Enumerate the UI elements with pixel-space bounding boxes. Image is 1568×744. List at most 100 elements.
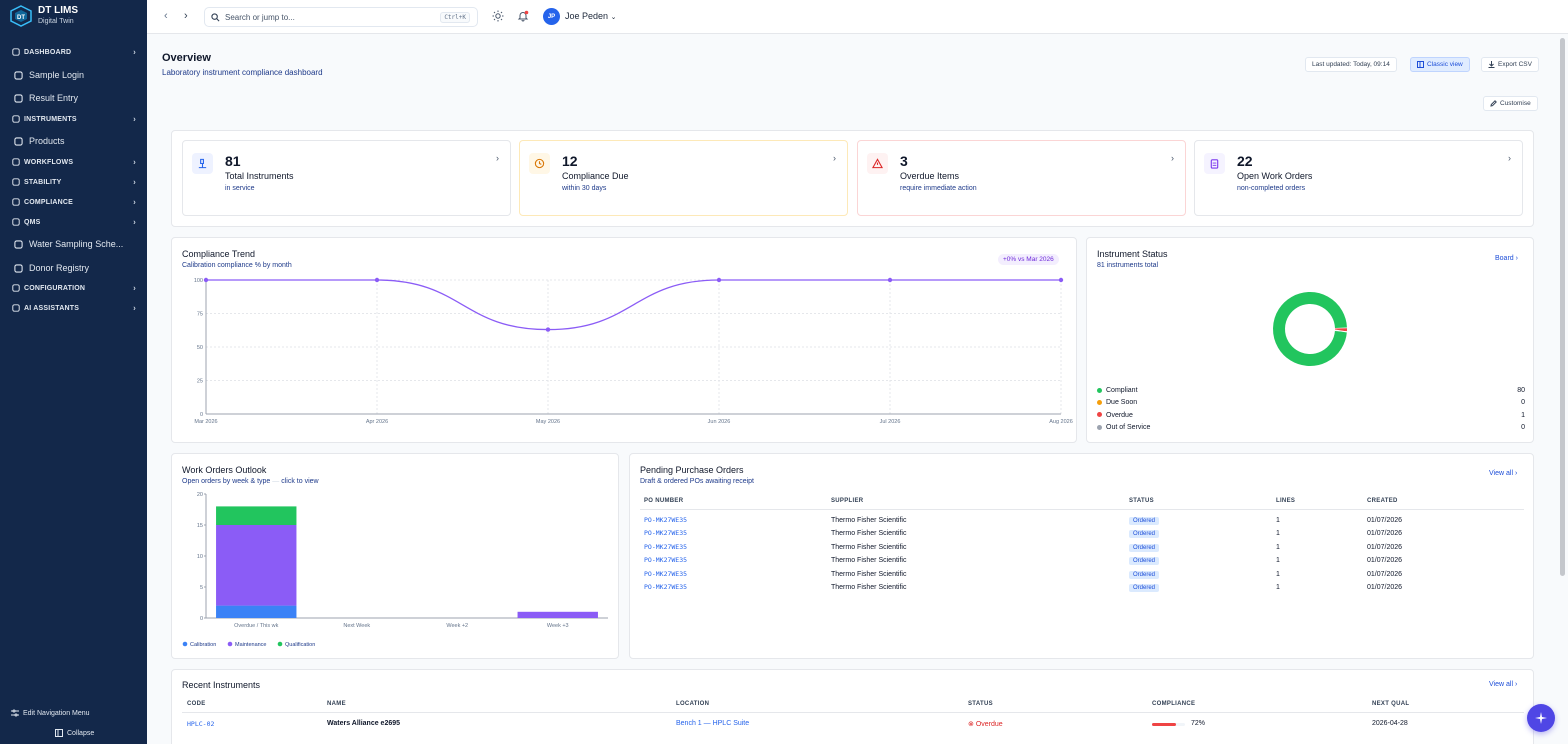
legend-label-wrap: Overdue	[1097, 412, 1133, 419]
sidebar-item-label: Sample Login	[29, 70, 85, 80]
compliance-trend-chart: 0 25 50 75 100 Mar 2026 Apr 2026 May 2026 Jun 20…	[194, 277, 1073, 425]
po-number-link[interactable]: PO-MK27WE35	[644, 542, 688, 551]
column-header[interactable]: NEXT QUAL	[1372, 701, 1410, 707]
sidebar-item-label: COMPLIANCE	[24, 198, 74, 206]
legend-dot	[182, 641, 188, 647]
status-legend-row[interactable]: Compliant 80	[1097, 387, 1525, 394]
customise-label: Customise	[1500, 100, 1531, 107]
chevron-right-icon: ›	[133, 177, 136, 187]
column-header[interactable]: CODE	[187, 701, 206, 707]
kpi-card[interactable]: 3 Overdue Items require immediate action ›	[857, 140, 1186, 216]
column-header[interactable]: CREATED	[1367, 498, 1398, 504]
sidebar-item-12[interactable]: AI ASSISTANTS ›	[0, 301, 147, 315]
sidebar-item-4[interactable]: Products	[0, 132, 147, 150]
kpi-card[interactable]: 81 Total Instruments in service ›	[182, 140, 511, 216]
bar-segment[interactable]	[216, 506, 297, 525]
column-header[interactable]: STATUS	[968, 701, 993, 707]
export-csv-button[interactable]: Export CSV	[1481, 57, 1539, 72]
lines-cell: 1	[1276, 570, 1280, 578]
status-subtitle: 81 instruments total	[1097, 262, 1159, 269]
status-legend-row[interactable]: Out of Service 0	[1097, 424, 1525, 431]
created-cell: 01/07/2026	[1367, 530, 1403, 538]
trend-point[interactable]	[203, 277, 209, 283]
column-header[interactable]: SUPPLIER	[831, 498, 864, 504]
ai-assistant-button[interactable]	[1527, 704, 1555, 732]
recent-view-all-link[interactable]: View all ›	[1489, 681, 1518, 688]
sun-icon[interactable]	[492, 10, 504, 22]
classic-view-button[interactable]: Classic view	[1410, 57, 1470, 72]
bar-segment[interactable]	[216, 525, 297, 606]
forward-icon[interactable]: ›	[184, 10, 188, 22]
po-number-link[interactable]: PO-MK27WE35	[644, 556, 688, 565]
donut-slice[interactable]	[1273, 292, 1347, 366]
back-icon[interactable]: ‹	[164, 10, 168, 22]
chevron-right-icon: ›	[133, 47, 136, 57]
search-input[interactable]: Search or jump to... Ctrl+K	[204, 7, 478, 27]
chevron-right-icon: ›	[496, 153, 499, 163]
scrollbar[interactable]	[1560, 38, 1565, 576]
x-tick-label: May 2026	[536, 419, 560, 425]
brand[interactable]: DT DT LIMS Digital Twin	[10, 5, 78, 27]
po-number-link[interactable]: PO-MK27WE35	[644, 583, 688, 591]
bar-segment[interactable]	[517, 611, 598, 618]
status-legend-row[interactable]: Due Soon 0	[1097, 399, 1525, 406]
sidebar-item-1[interactable]: Sample Login	[0, 66, 147, 84]
legend-label: Due Soon	[1106, 399, 1138, 407]
instrument-status-donut	[1273, 292, 1348, 366]
kpi-card[interactable]: 12 Compliance Due within 30 days ›	[519, 140, 848, 216]
column-header[interactable]: LINES	[1276, 498, 1296, 504]
trend-point[interactable]	[716, 277, 722, 283]
trend-point[interactable]	[1058, 277, 1064, 283]
bell-icon[interactable]	[517, 10, 529, 22]
column-header[interactable]: COMPLIANCE	[1152, 701, 1196, 707]
kpi-card[interactable]: 22 Open Work Orders non-completed orders ›	[1194, 140, 1523, 216]
kpi-sublabel: within 30 days	[562, 185, 607, 192]
sidebar-item-2[interactable]: Result Entry	[0, 89, 147, 107]
sidebar-item-label: STABILITY	[24, 178, 62, 186]
column-header[interactable]: NAME	[327, 701, 346, 707]
user-menu[interactable]: Joe Peden ⌄	[565, 11, 616, 21]
column-header[interactable]: PO NUMBER	[644, 498, 684, 504]
po-number-link[interactable]: PO-MK27WE35	[644, 529, 688, 538]
sidebar-item-10[interactable]: Donor Registry	[0, 259, 147, 277]
trend-point[interactable]	[545, 327, 551, 332]
sidebar-item-0[interactable]: DASHBOARD ›	[0, 45, 147, 59]
microscope-icon	[11, 115, 20, 124]
location-link[interactable]: Bench 1 — HPLC Suite	[676, 720, 750, 727]
edit-navigation-menu-button[interactable]: Edit Navigation Menu	[11, 709, 90, 717]
bar-segment[interactable]	[216, 605, 297, 618]
sidebar-item-9[interactable]: Water Sampling Sche...	[0, 235, 147, 253]
sidebar-item-7[interactable]: COMPLIANCE ›	[0, 195, 147, 209]
collapse-icon	[55, 729, 63, 737]
kpi-value: 3	[900, 153, 908, 169]
status-badge: Ordered	[1129, 570, 1160, 579]
po-number-link[interactable]: PO-MK27WE35	[644, 516, 688, 524]
customise-button[interactable]: Customise	[1483, 96, 1538, 111]
column-header[interactable]: LOCATION	[676, 701, 710, 707]
x-tick-label: Overdue / This wk	[234, 623, 278, 629]
avatar[interactable]: JP	[543, 8, 560, 25]
po-number-link[interactable]: PO-MK27WE35	[644, 569, 688, 578]
legend-dot	[1097, 400, 1102, 406]
trend-point[interactable]	[887, 277, 893, 283]
collapse-button[interactable]: Collapse	[55, 729, 94, 737]
sidebar-item-11[interactable]: CONFIGURATION ›	[0, 281, 147, 295]
instrument-code-link[interactable]: HPLC-02	[187, 720, 215, 728]
supplier-cell: Thermo Fisher Scientific	[831, 543, 907, 551]
column-header[interactable]: STATUS	[1129, 498, 1154, 504]
kpi-sublabel: in service	[225, 185, 255, 192]
user-name: Joe Peden	[565, 11, 609, 21]
trend-point[interactable]	[374, 277, 380, 283]
compliance-bar-fill	[1152, 723, 1176, 726]
sidebar-item-5[interactable]: WORKFLOWS ›	[0, 155, 147, 169]
purchase-view-all-link[interactable]: View all ›	[1489, 470, 1518, 477]
sidebar-item-label: QMS	[24, 218, 41, 226]
sidebar-item-3[interactable]: INSTRUMENTS ›	[0, 112, 147, 126]
grid-icon	[11, 48, 20, 57]
board-link[interactable]: Board ›	[1495, 255, 1518, 262]
status-legend-row[interactable]: Overdue 1	[1097, 412, 1525, 419]
sidebar-item-label: Products	[29, 136, 65, 146]
sidebar-item-6[interactable]: STABILITY ›	[0, 175, 147, 189]
sidebar-item-8[interactable]: QMS ›	[0, 215, 147, 229]
workorders-subtitle-sep: —	[272, 478, 280, 485]
